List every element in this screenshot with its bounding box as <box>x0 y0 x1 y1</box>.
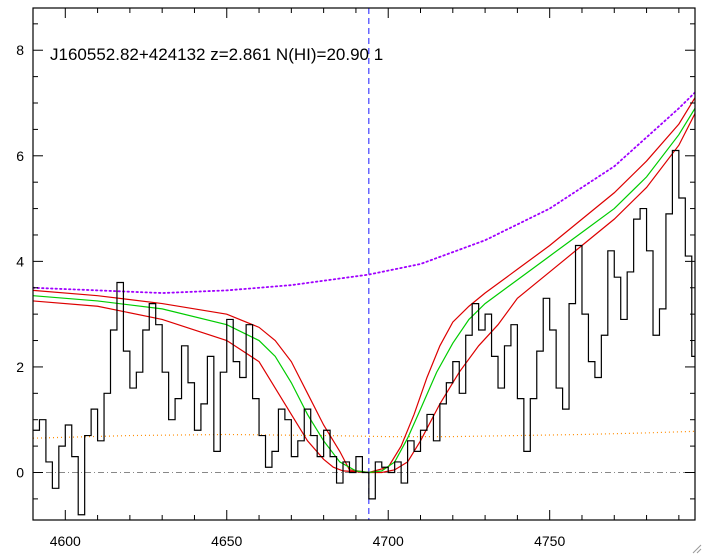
fit-upper-bound-series <box>33 97 695 474</box>
y-tick-label: 0 <box>16 464 24 480</box>
x-tick-label: 4700 <box>373 533 404 549</box>
x-tick-label: 4600 <box>50 533 81 549</box>
axis-ticks: 4600 4650 4700 4750 0 2 4 6 8 <box>16 8 695 549</box>
y-tick-label: 8 <box>16 42 24 58</box>
chart-title: J160552.82+424132 z=2.861 N(HI)=20.90 1 <box>50 45 383 64</box>
y-tick-label: 6 <box>16 148 24 164</box>
error-series <box>33 430 695 439</box>
fit-series <box>33 107 695 474</box>
x-tick-label: 4650 <box>211 533 242 549</box>
resize-grip-icon[interactable] <box>690 542 702 554</box>
plot-area <box>33 8 695 520</box>
fit-lower-bound-series <box>33 113 695 474</box>
flux-histogram-series <box>33 149 695 516</box>
plot-frame <box>32 7 696 521</box>
continuum-series <box>33 91 695 294</box>
plot-content <box>33 8 695 520</box>
x-tick-label: 4750 <box>534 533 565 549</box>
y-tick-label: 4 <box>16 253 24 269</box>
y-tick-label: 2 <box>16 359 24 375</box>
